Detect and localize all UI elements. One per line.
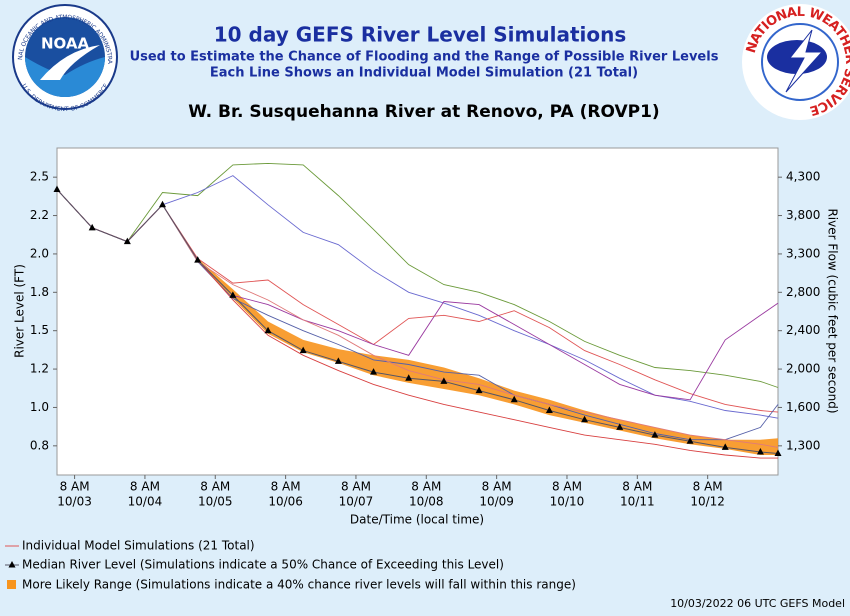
- median-marker: [721, 443, 729, 450]
- median-marker: [651, 431, 659, 438]
- median-marker: [616, 423, 624, 430]
- subtitle: Used to Estimate the Chance of Flooding …: [130, 50, 719, 65]
- x-tick-label: 8 AM: [341, 480, 371, 494]
- median-line: [56, 189, 779, 454]
- x-tick-label: 8 AM: [411, 480, 441, 494]
- median-marker: [405, 374, 413, 381]
- footer: 10/03/2022 06 UTC GEFS Model: [670, 597, 845, 610]
- simulation-line: [56, 162, 779, 388]
- simulation-line: [56, 175, 779, 419]
- x-tick-label: 8 AM: [552, 480, 582, 494]
- x-tick-label: 10/08: [409, 495, 444, 509]
- x-tick-label: 8 AM: [130, 480, 160, 494]
- median-marker: [475, 386, 483, 394]
- y-tick-label: 0.8: [30, 438, 49, 452]
- y2-tick-label: 3,800: [786, 208, 820, 222]
- x-tick-label: 8 AM: [60, 480, 90, 494]
- y2-tick-label: 2,800: [786, 285, 820, 299]
- legend-swatch: [8, 561, 16, 568]
- noaa-text: NOAA: [41, 35, 90, 53]
- median-marker: [440, 377, 448, 384]
- median-marker: [88, 223, 96, 231]
- nws-logo: NATIONAL WEATHER SERVICE: [742, 4, 850, 120]
- median-marker: [756, 447, 764, 455]
- median-marker: [686, 437, 694, 444]
- station-name: W. Br. Susquehanna River at Renovo, PA (…: [188, 102, 659, 122]
- median-marker: [581, 415, 589, 423]
- y-tick-label: 1.8: [30, 285, 49, 299]
- y-tick-label: 1.0: [30, 400, 49, 414]
- median-marker: [229, 291, 237, 298]
- x-tick-label: 8 AM: [622, 480, 652, 494]
- x-tick-label: 10/07: [339, 495, 374, 509]
- y-tick-label: 2.5: [30, 170, 49, 184]
- median-marker: [53, 185, 61, 192]
- y-tick-label: 1.2: [30, 362, 49, 376]
- median-marker: [510, 395, 518, 403]
- noaa-logo: NOAA NATIONAL OCEANIC AND ATMOSPHERIC AD…: [0, 0, 118, 113]
- median-marker: [264, 326, 272, 334]
- plot-area: [56, 147, 779, 476]
- legend-swatch: [7, 580, 16, 589]
- y-tick-label: 2.2: [30, 208, 49, 222]
- legend-label: Individual Model Simulations (21 Total): [22, 539, 255, 553]
- x-tick-label: 10/05: [198, 495, 233, 509]
- y2-tick-label: 2,400: [786, 323, 820, 337]
- median-marker: [299, 346, 307, 354]
- y2-tick-label: 2,000: [786, 362, 820, 376]
- x-tick-label: 10/04: [128, 495, 163, 509]
- median-marker: [545, 406, 553, 414]
- x-tick-label: 8 AM: [482, 480, 512, 494]
- x-tick-label: 10/12: [690, 495, 725, 509]
- x-tick-label: 10/03: [57, 495, 92, 509]
- x-tick-label: 10/11: [620, 495, 655, 509]
- x-tick-label: 8 AM: [693, 480, 723, 494]
- y-axis-label: River Level (FT): [13, 264, 27, 358]
- x-tick-label: 8 AM: [271, 480, 301, 494]
- x-tick-label: 10/06: [268, 495, 303, 509]
- median-marker: [194, 256, 202, 263]
- y2-axis-label: River Flow (cubic feet per second): [826, 208, 840, 413]
- subtitle: Each Line Shows an Individual Model Simu…: [210, 66, 638, 81]
- y2-tick-label: 4,300: [786, 170, 820, 184]
- legend-label: More Likely Range (Simulations indicate …: [22, 578, 576, 592]
- median-marker: [123, 237, 131, 245]
- y2-tick-label: 3,300: [786, 246, 820, 260]
- y-tick-label: 2.0: [30, 246, 49, 260]
- x-tick-label: 10/10: [550, 495, 585, 509]
- y-tick-label: 1.5: [30, 323, 49, 337]
- y2-tick-label: 1,600: [786, 400, 820, 414]
- x-axis-label: Date/Time (local time): [350, 513, 484, 527]
- chart-title: 10 day GEFS River Level Simulations: [214, 23, 627, 47]
- y2-tick-label: 1,300: [786, 438, 820, 452]
- legend: Individual Model Simulations (21 Total) M…: [5, 539, 576, 592]
- x-tick-label: 10/09: [479, 495, 514, 509]
- legend-label: Median River Level (Simulations indicate…: [22, 558, 504, 572]
- x-tick-label: 8 AM: [200, 480, 230, 494]
- median-marker: [334, 357, 342, 364]
- median-marker: [774, 449, 782, 457]
- median-marker: [370, 368, 378, 375]
- median-marker: [159, 200, 167, 208]
